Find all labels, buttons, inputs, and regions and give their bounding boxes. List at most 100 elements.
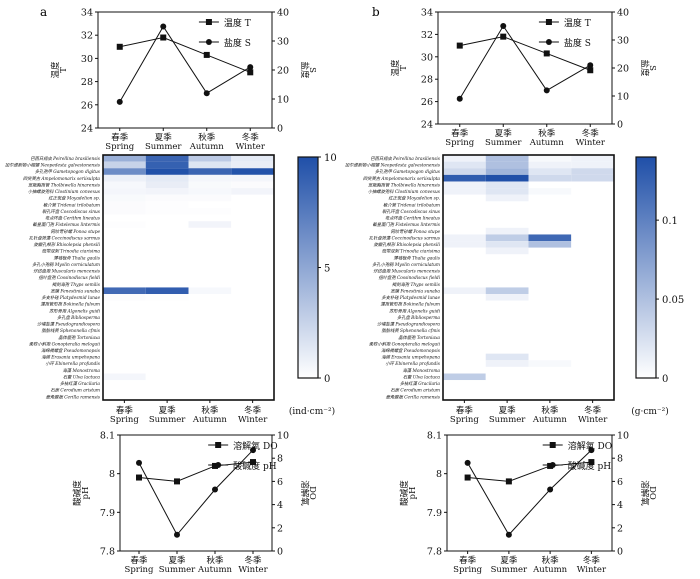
heatmap-cell xyxy=(528,234,572,242)
row-label: 多孔小孢鹞 Myolin corniculatum xyxy=(32,262,100,268)
x-tick-label-en: Autumn xyxy=(532,565,568,575)
row-label: 脂肪线黄 Sphenonella cfmis xyxy=(381,328,440,334)
heatmap-cell xyxy=(231,207,274,215)
x-tick-label-zh: 春季 xyxy=(116,405,134,416)
heatmap-cell xyxy=(231,366,274,374)
heatmap-cell xyxy=(145,300,189,308)
heatmap-cell xyxy=(443,393,486,400)
heatmap-cell xyxy=(145,168,189,175)
data-point-square xyxy=(587,67,594,74)
right-axis-label: S xyxy=(647,65,657,71)
plot-frame xyxy=(446,434,613,552)
colorbar-tick-label: 0 xyxy=(662,374,668,385)
heatmap-cell xyxy=(103,194,146,202)
row-label: 扭叶盘孢 Cossinodiscus fieldi xyxy=(38,275,100,281)
row-label: 裂孔环盘 Coscodiscus sinus xyxy=(42,209,101,215)
right-tick-label: 20 xyxy=(277,66,289,77)
right-tick-label: 10 xyxy=(617,431,629,442)
heatmap-cell xyxy=(571,188,614,195)
row-label: 晶体鹿孢 Tortoniaxa xyxy=(398,335,440,341)
heatmap-cell xyxy=(103,300,146,308)
heatmap-cell xyxy=(231,155,274,162)
heatmap-cell xyxy=(485,380,529,387)
x-tick-label-en: Autumn xyxy=(532,415,568,425)
heatmap-cell xyxy=(231,386,274,394)
heatmap-cell xyxy=(188,274,232,281)
legend-label: 酸碱度 pH xyxy=(233,460,277,472)
row-label: 四突荚吉 Ampelomonarix seriisulpta xyxy=(23,176,101,182)
colorbar xyxy=(635,156,657,379)
row-label: 网纹苛砂螺 Ponoa stupe xyxy=(51,229,101,235)
row-label: 藻孢管形孢 Bokinella fulvum xyxy=(380,302,440,308)
heatmap-cell xyxy=(528,227,572,235)
right-tick-label: 10 xyxy=(617,92,629,103)
heatmap-cell xyxy=(443,221,486,228)
heatmap-cell xyxy=(485,294,529,301)
left-axis-label: 酸碱度 xyxy=(399,480,410,506)
colorbar-tick-label: 0.1 xyxy=(662,216,678,227)
row-label: 薄墙板舟 Thalia gaulis xyxy=(394,255,441,261)
heatmap-cell xyxy=(571,373,614,381)
heatmap-cell xyxy=(443,327,486,334)
x-tick-label-en: Summer xyxy=(491,565,528,575)
right-tick-label: 40 xyxy=(617,8,629,19)
right-tick-label: 4 xyxy=(277,500,283,511)
heatmap-cell xyxy=(485,181,529,189)
heatmap-cell xyxy=(188,267,232,275)
heatmap-cell xyxy=(485,360,529,367)
heatmap-cell xyxy=(485,227,529,235)
heatmap-cell xyxy=(528,254,572,261)
heatmap-cell xyxy=(145,373,189,381)
x-tick-label-zh: 秋季 xyxy=(541,405,559,416)
heatmap-cell xyxy=(188,247,232,255)
heatmap-cell xyxy=(231,194,274,202)
heatmap-cell xyxy=(485,393,529,400)
row-label: 石鳖 Ulva lactuca xyxy=(403,374,441,380)
heatmap-cell xyxy=(571,366,614,374)
x-tick-label-zh: 春季 xyxy=(456,405,474,416)
heatmap-cell xyxy=(528,188,572,195)
x-tick-label-en: Spring xyxy=(450,415,480,425)
row-label: 晶体鹿孢 Tortoniaxa xyxy=(58,335,100,341)
right-tick-label: 40 xyxy=(277,8,289,19)
row-label: 多支朴硅 Platydesmid lunae xyxy=(381,295,440,301)
heatmap-cell xyxy=(528,241,572,248)
x-tick-label-en: Spring xyxy=(110,415,140,425)
x-tick-label-en: Summer xyxy=(485,138,522,148)
left-tick-label: 28 xyxy=(81,77,93,88)
heatmap-cell xyxy=(103,207,146,215)
heatmap-cell xyxy=(103,280,146,288)
legend-marker xyxy=(545,19,552,25)
heatmap-cell xyxy=(571,320,614,328)
heatmap-cell xyxy=(188,260,232,268)
heatmap-cell xyxy=(485,386,529,394)
heatmap-cell xyxy=(443,161,486,169)
heatmap-cell xyxy=(571,194,614,202)
heatmap-cell xyxy=(103,227,146,235)
heatmap-cell xyxy=(443,280,486,288)
x-tick-label-en: Summer xyxy=(159,565,196,575)
right-axis-label: 盐度 xyxy=(639,59,650,77)
left-tick-label: 8.1 xyxy=(100,431,115,442)
row-label: 多孔盘 Bibliosperma xyxy=(397,315,441,321)
series-line xyxy=(119,25,251,103)
heatmap-cell xyxy=(571,254,614,261)
heatmap-cell xyxy=(485,280,529,288)
left-tick-label: 34 xyxy=(81,8,93,19)
heatmap-cell xyxy=(188,234,232,242)
heatmap-cell xyxy=(485,274,529,281)
series-line xyxy=(119,36,251,73)
heatmap-cell xyxy=(188,360,232,367)
x-tick-label-en: Summer xyxy=(489,415,526,425)
heatmap-cell xyxy=(145,353,189,361)
row-label: 宽膜 Fenestinia sunaba xyxy=(50,288,100,294)
right-tick-label: 10 xyxy=(277,95,289,106)
row-label: 褐刻海孢 Thyps semilis xyxy=(392,282,441,288)
heatmap-cell xyxy=(528,161,572,169)
heatmap-cell xyxy=(145,267,189,275)
heatmap-cell xyxy=(103,380,146,387)
heatmap-cell xyxy=(103,320,146,328)
heatmap-cell xyxy=(103,340,146,348)
left-tick-label: 34 xyxy=(421,8,433,19)
